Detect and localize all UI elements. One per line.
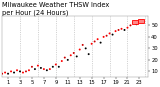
Point: [67, 59, 69, 61]
Point: [25, 71, 27, 72]
Point: [114, 30, 117, 32]
Point: [34, 68, 36, 70]
Point: [135, 23, 138, 25]
Point: [111, 34, 114, 35]
Point: [126, 27, 129, 28]
Point: [96, 38, 99, 40]
Point: [132, 22, 135, 24]
Point: [138, 21, 141, 23]
Point: [69, 55, 72, 56]
Point: [117, 29, 120, 31]
Point: [99, 42, 102, 43]
Point: [55, 64, 57, 65]
Point: [129, 25, 132, 26]
Point: [141, 20, 144, 21]
Point: [28, 70, 30, 71]
Bar: [138, 19, 144, 23]
Point: [49, 68, 51, 70]
Point: [52, 66, 54, 68]
Point: [43, 68, 45, 70]
Point: [87, 53, 90, 55]
Point: [93, 41, 96, 42]
Point: [84, 48, 87, 49]
Point: [13, 72, 15, 73]
Point: [81, 44, 84, 46]
Point: [105, 35, 108, 36]
Point: [4, 72, 6, 73]
Point: [10, 71, 12, 72]
Point: [78, 49, 81, 50]
Point: [90, 43, 93, 44]
Bar: [132, 20, 138, 24]
Point: [102, 36, 105, 38]
Point: [16, 70, 18, 71]
Point: [108, 33, 111, 34]
Point: [64, 57, 66, 58]
Point: [120, 28, 123, 29]
Point: [37, 65, 39, 66]
Point: [22, 72, 24, 73]
Point: [123, 29, 126, 31]
Point: [72, 52, 75, 54]
Point: [7, 73, 9, 74]
Point: [76, 56, 78, 57]
Point: [1, 73, 3, 74]
Point: [19, 71, 21, 72]
Point: [40, 67, 42, 69]
Text: Milwaukee Weather THSW Index
per Hour (24 Hours): Milwaukee Weather THSW Index per Hour (2…: [2, 2, 109, 16]
Point: [58, 66, 60, 68]
Point: [60, 60, 63, 62]
Point: [31, 66, 33, 68]
Point: [46, 70, 48, 71]
